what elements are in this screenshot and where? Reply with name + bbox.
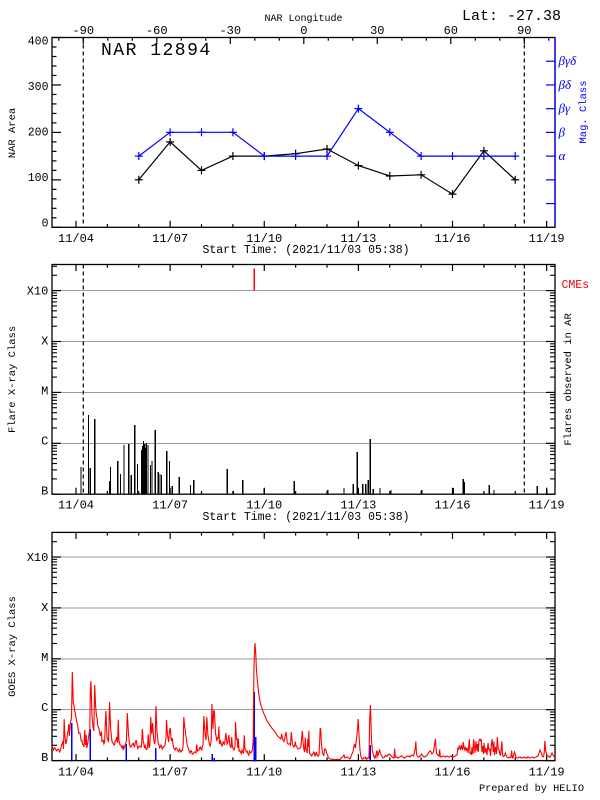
- svg-text:Start Time: (2021/11/03 05:38): Start Time: (2021/11/03 05:38): [202, 511, 409, 524]
- svg-text:11/19: 11/19: [529, 232, 565, 246]
- svg-text:11/19: 11/19: [529, 499, 565, 513]
- svg-text:11/10: 11/10: [246, 766, 282, 780]
- svg-text:90: 90: [517, 24, 531, 38]
- svg-text:11/04: 11/04: [58, 766, 94, 780]
- svg-text:βγ: βγ: [558, 101, 571, 116]
- svg-text:11/04: 11/04: [58, 499, 94, 513]
- svg-text:60: 60: [444, 24, 458, 38]
- svg-text:NAR Area: NAR Area: [7, 108, 19, 158]
- svg-text:-90: -90: [72, 24, 94, 38]
- svg-text:300: 300: [28, 81, 49, 94]
- svg-text:-60: -60: [146, 24, 168, 38]
- svg-text:0: 0: [42, 217, 49, 230]
- svg-text:11/07: 11/07: [152, 766, 188, 780]
- svg-text:βδ: βδ: [558, 77, 572, 92]
- svg-text:11/19: 11/19: [529, 766, 565, 780]
- svg-text:Prepared by HELIO: Prepared by HELIO: [479, 783, 584, 795]
- svg-text:11/13: 11/13: [340, 499, 376, 513]
- svg-text:X: X: [41, 601, 48, 615]
- svg-text:11/04: 11/04: [58, 232, 94, 246]
- svg-text:100: 100: [28, 172, 49, 185]
- svg-text:200: 200: [28, 126, 49, 139]
- svg-text:CMEs: CMEs: [562, 279, 590, 292]
- svg-text:GOES X-ray Class: GOES X-ray Class: [7, 596, 19, 697]
- svg-text:11/13: 11/13: [340, 766, 376, 780]
- svg-text:NAR 12894: NAR 12894: [101, 41, 212, 61]
- svg-text:11/16: 11/16: [435, 499, 471, 513]
- svg-text:Mag. Class: Mag. Class: [578, 80, 590, 143]
- svg-text:30: 30: [370, 24, 384, 38]
- svg-text:β: β: [558, 124, 566, 139]
- svg-text:B: B: [41, 485, 48, 499]
- svg-text:400: 400: [28, 35, 49, 48]
- svg-text:C: C: [41, 435, 48, 449]
- svg-text:X10: X10: [27, 551, 49, 565]
- svg-text:11/10: 11/10: [246, 232, 282, 246]
- svg-text:0: 0: [300, 24, 307, 38]
- svg-text:X: X: [41, 335, 48, 349]
- svg-text:βγδ: βγδ: [558, 53, 578, 68]
- svg-text:M: M: [41, 385, 48, 399]
- svg-text:α: α: [559, 148, 567, 163]
- svg-text:11/07: 11/07: [152, 232, 188, 246]
- svg-text:11/07: 11/07: [152, 499, 188, 513]
- svg-text:M: M: [41, 651, 48, 665]
- svg-text:Flares observed in AR: Flares observed in AR: [563, 313, 575, 446]
- svg-text:11/13: 11/13: [340, 232, 376, 246]
- svg-text:11/10: 11/10: [246, 499, 282, 513]
- svg-text:11/16: 11/16: [435, 232, 471, 246]
- svg-text:C: C: [41, 701, 48, 715]
- svg-text:-30: -30: [219, 24, 241, 38]
- svg-text:Flare X-ray Class: Flare X-ray Class: [7, 326, 19, 433]
- svg-text:X10: X10: [27, 285, 49, 299]
- svg-text:Lat: -27.38: Lat: -27.38: [462, 8, 561, 25]
- svg-text:Start Time: (2021/11/03 05:38): Start Time: (2021/11/03 05:38): [202, 244, 409, 257]
- svg-text:11/16: 11/16: [435, 766, 471, 780]
- svg-text:NAR Longitude: NAR Longitude: [264, 13, 342, 25]
- svg-text:B: B: [41, 751, 48, 765]
